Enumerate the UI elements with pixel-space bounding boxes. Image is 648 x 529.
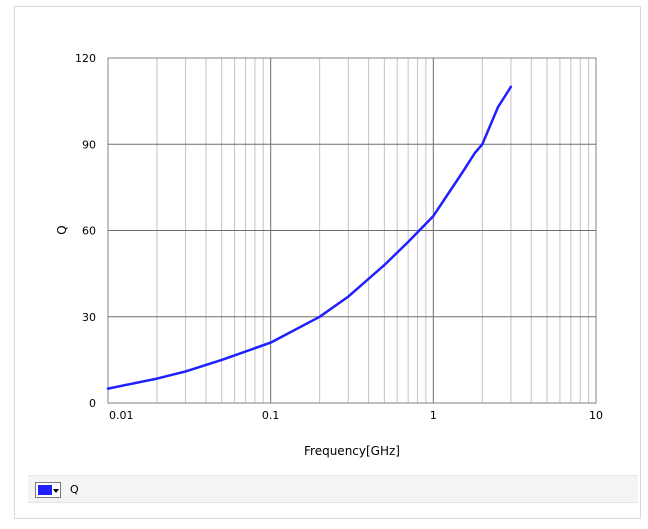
y-tick-label: 90	[82, 138, 96, 151]
series-color-swatch	[38, 485, 52, 495]
x-tick-label: 0.01	[109, 409, 134, 422]
legend-label-q: Q	[70, 483, 79, 496]
x-tick-label: 0.1	[262, 409, 280, 422]
dropdown-arrow-icon	[53, 489, 59, 493]
series-line-q	[106, 85, 513, 390]
y-tick-label: 30	[82, 311, 96, 324]
chart-frame	[14, 6, 641, 519]
y-tick-label: 0	[89, 397, 96, 410]
x-tick-label: 10	[589, 409, 603, 422]
y-tick-label: 60	[82, 225, 96, 238]
legend-bar: Q	[28, 475, 638, 503]
plot-area-border	[107, 57, 597, 404]
y-tick-label: 120	[75, 52, 96, 65]
y-axis-title: Q	[55, 225, 69, 234]
series-color-picker[interactable]	[35, 482, 61, 498]
x-axis-title: Frequency[GHz]	[304, 444, 400, 458]
x-tick-label: 1	[430, 409, 437, 422]
